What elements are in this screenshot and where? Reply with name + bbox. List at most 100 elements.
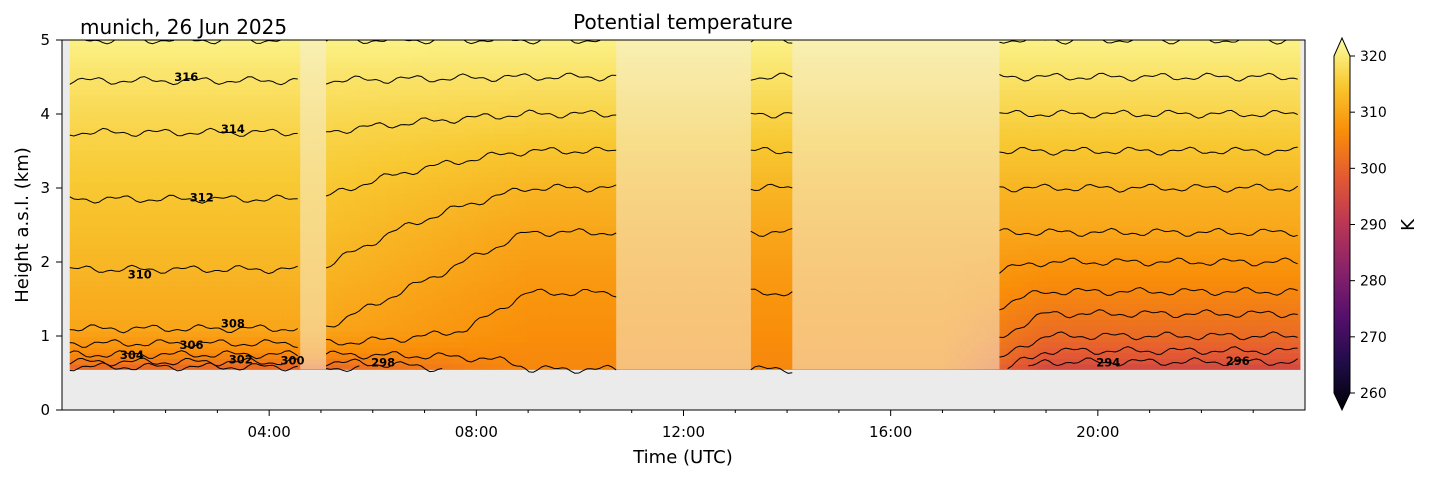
- field-cell: [287, 160, 294, 167]
- field-cell: [453, 171, 459, 178]
- field-cell: [328, 303, 335, 310]
- field-cell: [354, 182, 361, 189]
- field-cell: [463, 166, 470, 173]
- field-cell: [152, 111, 159, 118]
- field-cell: [328, 40, 335, 47]
- field-cell: [126, 171, 133, 178]
- field-cell: [432, 325, 439, 332]
- field-cell: [458, 243, 464, 250]
- field-cell: [364, 144, 371, 151]
- field-cell: [240, 144, 247, 151]
- field-cell: [131, 336, 138, 343]
- field-cell: [69, 281, 76, 288]
- field-cell: [328, 281, 335, 288]
- field-cell: [328, 204, 335, 211]
- field-cell: [225, 144, 231, 151]
- field-cell: [271, 105, 278, 112]
- field-cell: [370, 127, 376, 134]
- field-cell: [276, 155, 283, 162]
- field-cell: [256, 215, 262, 222]
- field-cell: [396, 127, 402, 134]
- field-cell: [375, 325, 382, 332]
- field-cell: [494, 232, 501, 239]
- field-cell: [458, 226, 464, 233]
- field-cell: [276, 336, 283, 343]
- field-cell: [131, 226, 138, 233]
- field-cell: [271, 177, 278, 184]
- field-cell: [95, 270, 102, 277]
- field-cell: [90, 210, 97, 217]
- field-cell: [199, 330, 206, 337]
- field-cell: [282, 56, 288, 63]
- field-cell: [240, 297, 247, 305]
- field-cell: [453, 94, 459, 101]
- field-cell: [484, 61, 490, 69]
- field-cell: [116, 182, 123, 189]
- field-cell: [256, 133, 262, 140]
- field-cell: [261, 127, 268, 134]
- field-cell: [370, 330, 376, 337]
- field-cell: [142, 363, 149, 370]
- field-cell: [333, 111, 340, 118]
- field-cell: [401, 78, 408, 85]
- field-cell: [276, 286, 283, 294]
- field-cell: [266, 363, 273, 370]
- field-cell: [157, 111, 164, 118]
- field-cell: [230, 182, 237, 189]
- field-cell: [411, 325, 418, 332]
- field-cell: [131, 363, 138, 370]
- field-cell: [427, 297, 433, 305]
- field-cell: [266, 210, 273, 217]
- field-cell: [406, 308, 413, 316]
- field-cell: [370, 133, 376, 140]
- field-cell: [194, 100, 200, 107]
- field-cell: [251, 330, 257, 337]
- field-cell: [106, 155, 112, 162]
- field-cell: [401, 243, 408, 250]
- field-cell: [90, 50, 97, 58]
- field-cell: [204, 325, 211, 332]
- field-cell: [375, 215, 382, 222]
- field-cell: [214, 61, 221, 69]
- field-cell: [235, 259, 242, 266]
- field-cell: [333, 40, 340, 47]
- field-cell: [95, 78, 102, 85]
- field-cell: [494, 314, 501, 321]
- field-cell: [453, 265, 459, 272]
- field-cell: [292, 177, 299, 184]
- field-cell: [453, 363, 459, 370]
- field-cell: [142, 248, 149, 255]
- field-cell: [173, 116, 180, 123]
- field-cell: [494, 89, 501, 96]
- field-cell: [225, 111, 231, 118]
- field-cell: [442, 127, 449, 134]
- field-cell: [261, 116, 268, 123]
- field-cell: [126, 122, 133, 129]
- field-cell: [390, 127, 397, 134]
- field-cell: [162, 363, 169, 370]
- field-cell: [473, 144, 480, 151]
- field-cell: [339, 127, 345, 134]
- field-cell: [256, 166, 262, 173]
- field-cell: [240, 292, 247, 299]
- field-cell: [106, 215, 112, 222]
- field-cell: [173, 281, 180, 288]
- field-cell: [375, 105, 382, 112]
- field-cell: [126, 144, 133, 151]
- field-cell: [235, 243, 242, 250]
- field-cell: [499, 325, 506, 332]
- field-cell: [194, 259, 200, 266]
- field-cell: [225, 177, 231, 184]
- field-cell: [162, 111, 169, 118]
- field-cell: [95, 149, 102, 156]
- field-cell: [69, 308, 76, 316]
- field-cell: [106, 314, 112, 321]
- field-cell: [359, 270, 366, 277]
- field-cell: [473, 221, 480, 228]
- field-cell: [152, 100, 159, 107]
- field-cell: [147, 171, 154, 178]
- field-cell: [323, 40, 330, 47]
- field-cell: [240, 61, 247, 69]
- field-cell: [194, 319, 200, 326]
- field-cell: [106, 122, 112, 129]
